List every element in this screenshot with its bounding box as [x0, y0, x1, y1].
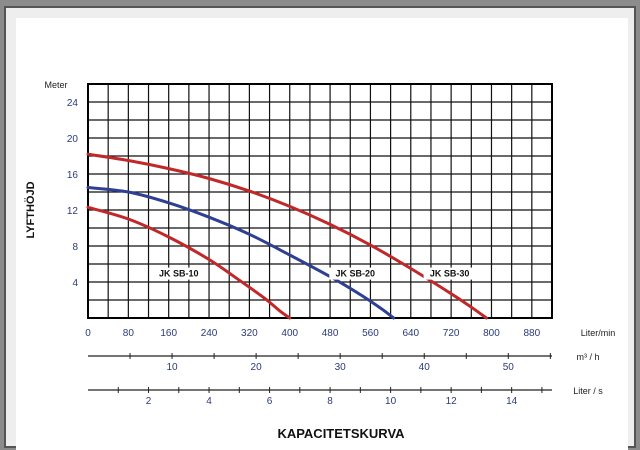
- series-line-2: [86, 186, 396, 320]
- x-tick-label: 320: [241, 328, 258, 339]
- secondary-tick-label: 8: [327, 396, 333, 407]
- chart-panel: JK SB-10 JK SB-20 JK SB-30 4 8 12 16 20 24 0 80 16…: [16, 18, 628, 450]
- x-tick-label: 480: [322, 328, 339, 339]
- x-tick-label: 0: [85, 328, 91, 339]
- x-tick-label: 560: [362, 328, 379, 339]
- secondary-tick-label: 40: [419, 362, 431, 373]
- x-tick-label: 240: [201, 328, 218, 339]
- secondary-unit-label: Liter / s: [573, 386, 603, 396]
- secondary-tick-label: 4: [206, 396, 212, 407]
- x-tick-label: 720: [443, 328, 460, 339]
- series-label-1: JK SB-10: [159, 269, 199, 279]
- secondary-tick-label: 10: [166, 362, 178, 373]
- secondary-tick-label: 30: [335, 362, 347, 373]
- curves: JK SB-10 JK SB-20 JK SB-30: [86, 152, 488, 320]
- secondary-tick-label: 50: [503, 362, 515, 373]
- y-unit-label: Meter: [44, 80, 67, 90]
- x-tick-label: 160: [160, 328, 177, 339]
- series-line-1: [86, 205, 292, 320]
- secondary-tick-label: 2: [146, 396, 152, 407]
- plot-border: [87, 83, 553, 319]
- series-label-bg: [152, 267, 205, 280]
- y-tick-label: 24: [67, 98, 79, 109]
- secondary-tick-label: 14: [506, 396, 518, 407]
- x-tick-label: 80: [123, 328, 135, 339]
- x-tick-label: 400: [281, 328, 298, 339]
- y-tick-label: 16: [67, 170, 79, 181]
- series-label-bg: [329, 267, 382, 280]
- secondary-tick-label: 12: [446, 396, 458, 407]
- y-tick-label: 8: [72, 242, 78, 253]
- y-tick-label: 20: [67, 134, 79, 145]
- x-tick-label: 880: [523, 328, 540, 339]
- y-tick-label: 12: [67, 206, 79, 217]
- secondary-tick-label: 10: [385, 396, 397, 407]
- secondary-tick-label: 20: [251, 362, 263, 373]
- y-axis-title: LYFTHÖJD: [24, 181, 37, 238]
- chart-title: KAPACITETSKURVA: [277, 426, 405, 441]
- series-label-2: JK SB-20: [336, 269, 376, 279]
- grid: [87, 83, 553, 319]
- secondary-unit-label: m³ / h: [576, 352, 599, 362]
- y-tick-label: 4: [72, 278, 78, 289]
- x-tick-label: 800: [483, 328, 500, 339]
- series-line-3: [86, 152, 488, 320]
- secondary-tick-label: 6: [267, 396, 273, 407]
- series-label-3: JK SB-30: [430, 269, 470, 279]
- chart-frame: JK SB-10 JK SB-20 JK SB-30 4 8 12 16 20 24 0 80 16…: [4, 6, 636, 450]
- x-unit-label: Liter/min: [581, 328, 616, 338]
- series-label-bg: [423, 267, 476, 280]
- x-tick-label: 640: [402, 328, 419, 339]
